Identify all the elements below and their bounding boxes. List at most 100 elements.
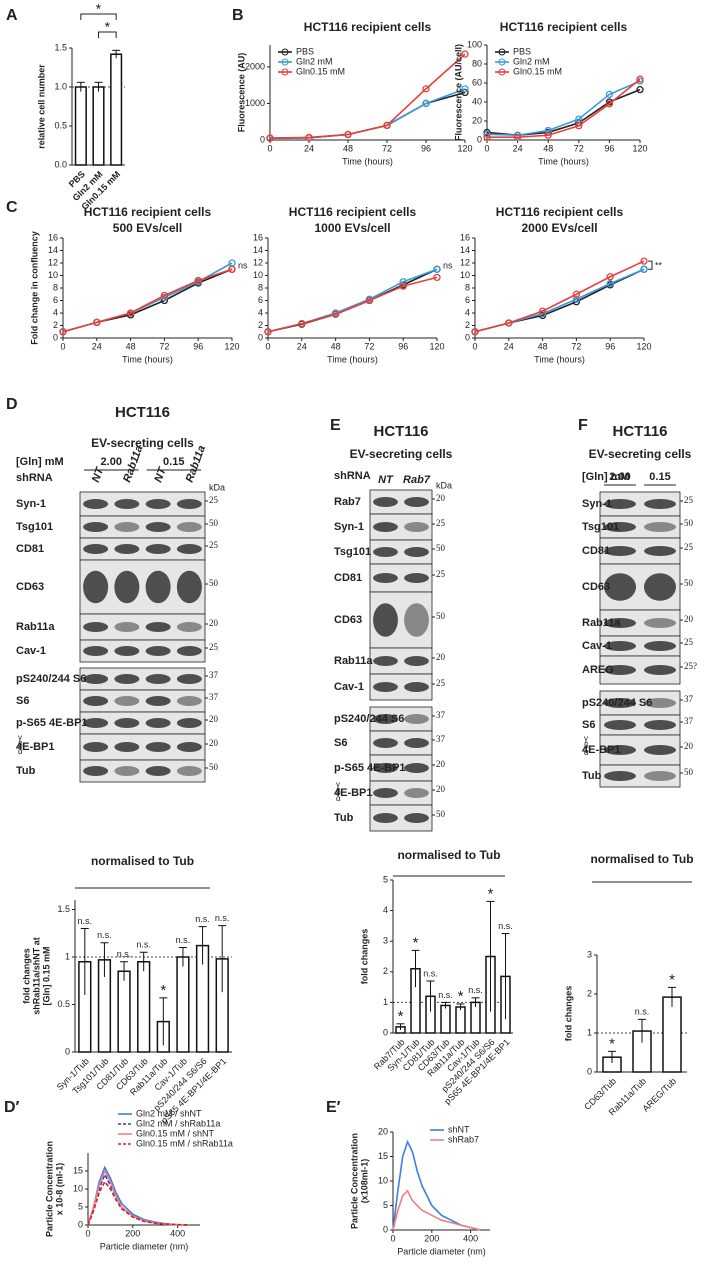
blot-band [373, 497, 398, 507]
series-line [474, 260, 645, 333]
marker-label: 37 [209, 692, 219, 702]
blot-title: HCT116 [115, 404, 170, 421]
x-tick-label: 96 [398, 341, 408, 351]
x-tick-label: 48 [126, 341, 136, 351]
data-point [572, 290, 581, 298]
blot-band [373, 813, 398, 823]
blot-band [114, 696, 140, 706]
y-tick-label: 10 [48, 270, 58, 280]
blot-band [373, 573, 398, 583]
x-tick-label: 120 [224, 341, 239, 351]
condition-value: 0.15 [163, 456, 184, 468]
row-label: Tsg101 [582, 521, 619, 533]
series-line [486, 88, 641, 137]
data-point [538, 307, 547, 315]
y-tick-label: 1 [383, 997, 388, 1007]
y-tick-label: 0 [383, 1027, 388, 1037]
marker-label: 37 [436, 710, 446, 720]
marker-label: 25 [209, 495, 219, 505]
blot-band [176, 766, 202, 776]
bar [92, 86, 105, 166]
y-tick-label: 15 [378, 1151, 388, 1161]
panel-label: C [6, 199, 18, 216]
blot-title: HCT116 [612, 423, 667, 440]
blot-band [373, 682, 398, 692]
blot-band [373, 547, 398, 557]
row-label: 4E-BP1 [582, 744, 621, 756]
blot-band [145, 742, 171, 752]
y-tick-label: 14 [253, 245, 263, 255]
blot-band [644, 499, 676, 509]
blot-band [404, 788, 429, 798]
x-tick-label: 0 [484, 143, 489, 153]
blot-strip [599, 764, 681, 788]
significance-label: n.s. [136, 940, 151, 950]
significance-label: * [609, 1035, 615, 1052]
blot-band [644, 546, 676, 556]
blot-band [644, 698, 676, 708]
x-axis-label: Particle diameter (nm) [397, 1246, 486, 1256]
blot-band [176, 674, 202, 684]
chart-title: HCT116 recipient cells [496, 205, 624, 219]
y-tick-label: 0 [258, 332, 263, 342]
y-tick-label: 14 [48, 245, 58, 255]
significance-label: n.s. [117, 949, 132, 959]
chart-title: HCT116 recipient cells [500, 20, 628, 34]
row-label: Cav-1 [334, 681, 364, 693]
marker-label: 37 [684, 694, 694, 704]
row-label: Rab7 [334, 496, 361, 508]
data-point [505, 319, 513, 327]
significance-label: n.s. [176, 935, 191, 945]
marker-label: 25 [209, 642, 219, 652]
marker-label: 50 [436, 809, 446, 819]
marker-label: 50 [684, 767, 694, 777]
blot-band [83, 766, 109, 776]
blot-band [404, 714, 429, 724]
y-tick-label: 0.5 [54, 120, 67, 130]
marker-label: 20 [684, 614, 694, 624]
bar [117, 970, 131, 1053]
row-label: pS240/244 S6 [16, 673, 86, 685]
blot-band [114, 499, 140, 509]
marker-label: 25 [436, 518, 446, 528]
y-tick-label: 4 [465, 307, 470, 317]
row-label: Tsg101 [334, 546, 371, 558]
blot-band [644, 771, 676, 781]
significance-label: * [398, 1008, 404, 1025]
lane-label: NT [152, 465, 169, 484]
chart-header: normalised to Tub [590, 852, 693, 866]
x-axis-label: Particle diameter (nm) [100, 1241, 189, 1251]
y-tick-label: 16 [253, 232, 263, 242]
blot-band [176, 522, 202, 532]
x-tick-label: 72 [382, 143, 392, 153]
blot-band [114, 674, 140, 684]
x-tick-label: 0 [472, 341, 477, 351]
significance-label: ns [443, 261, 453, 271]
y-axis-label: x 10-8 (ml-1) [54, 1163, 64, 1216]
panel-label: D′ [4, 1099, 20, 1116]
x-tick-label: 120 [457, 143, 472, 153]
series-line [486, 80, 641, 137]
row-label: Rab11a [16, 621, 55, 633]
y-tick-label: 8 [258, 282, 263, 292]
y-tick-label: 4 [258, 307, 263, 317]
y-tick-label: 0 [383, 1224, 388, 1234]
blot-band [114, 646, 140, 656]
y-tick-label: 0 [78, 1219, 83, 1229]
bar [137, 961, 151, 1053]
y-tick-label: 1.5 [57, 904, 70, 914]
row-label: CD81 [16, 543, 44, 555]
blot-subtitle: EV-secreting cells [91, 436, 194, 450]
panel-label: B [232, 7, 244, 24]
x-axis-label: Time (hours) [122, 354, 173, 364]
data-point [640, 257, 648, 265]
y-tick-label: 1.0 [54, 81, 67, 91]
blot-band [373, 603, 398, 637]
blot-band [114, 622, 140, 632]
blot-band [644, 618, 676, 628]
series-line [267, 268, 438, 333]
x-tick-label: 400 [170, 1228, 185, 1238]
y-tick-label: 20 [472, 115, 482, 125]
legend-label: shRab7 [448, 1134, 479, 1144]
blot-band [404, 547, 429, 557]
